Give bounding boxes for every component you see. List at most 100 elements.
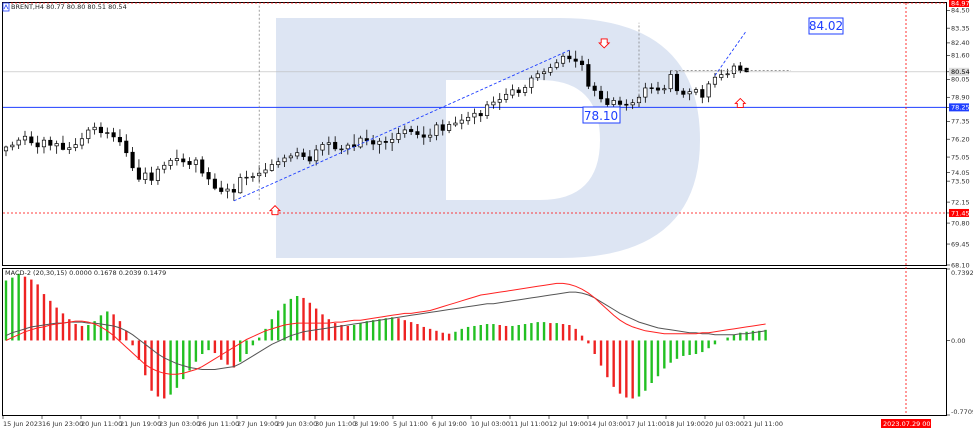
candle-body xyxy=(98,126,104,134)
price-tag: 84.97 xyxy=(951,0,970,7)
price-tag: 80.54 xyxy=(951,68,970,76)
candle-body xyxy=(655,87,661,91)
candle-body xyxy=(162,164,167,170)
candle-body xyxy=(155,168,160,181)
time-tick-label: 21 Jun 19:00 xyxy=(120,420,161,428)
price-tick-label: 70.80 xyxy=(951,219,970,227)
candle-body xyxy=(181,158,186,163)
price-tick-label: 80.05 xyxy=(951,76,970,84)
candle-body xyxy=(111,132,116,138)
candle-body xyxy=(440,124,445,131)
candle-body xyxy=(174,158,179,161)
candle-body xyxy=(168,159,173,166)
time-tick-label: 26 Jun 11:00 xyxy=(198,420,239,428)
candle-body xyxy=(16,139,21,146)
candle-body xyxy=(41,139,47,148)
candle-body xyxy=(244,176,249,179)
candle-body xyxy=(326,142,331,145)
candle-body xyxy=(130,151,135,169)
candle-body xyxy=(586,64,591,87)
candle-body xyxy=(200,159,205,174)
price-tick-label: 76.20 xyxy=(951,136,970,144)
candle-body xyxy=(282,157,287,163)
price-tick-label: 84.50 xyxy=(951,7,970,15)
macd-tick-label: -0.7709 xyxy=(951,408,973,416)
candle-body xyxy=(105,132,110,134)
candle-body xyxy=(92,126,97,131)
candle-body xyxy=(554,62,559,68)
candlestick-series xyxy=(3,50,749,201)
candle-body xyxy=(320,144,325,151)
candle-body xyxy=(459,119,464,124)
candle-body xyxy=(288,155,293,159)
candle-body xyxy=(681,90,686,95)
price-tick-label: 81.60 xyxy=(951,52,970,60)
candle-body xyxy=(497,99,502,103)
time-tick-label: 11 Jul 11:00 xyxy=(510,420,549,428)
macd-tick-label: 0.7392 xyxy=(951,269,973,277)
candle-body xyxy=(225,188,230,192)
candle-body xyxy=(67,147,72,150)
candle-body xyxy=(314,149,319,162)
candle-body xyxy=(706,83,711,98)
candle-body xyxy=(421,134,426,138)
trend-arrow-line xyxy=(233,49,570,202)
candle-body xyxy=(453,122,458,126)
candle-body xyxy=(54,143,59,147)
candle-body xyxy=(541,71,547,75)
price-tick-label: 75.05 xyxy=(951,153,970,161)
candle-body xyxy=(187,161,192,165)
candle-body xyxy=(3,146,9,152)
candle-body xyxy=(307,156,312,162)
candle-body xyxy=(611,100,616,105)
candle-body xyxy=(415,131,420,135)
price-tag: 71.45 xyxy=(951,209,970,217)
candle-body xyxy=(48,139,53,146)
candle-body xyxy=(301,152,306,157)
time-tick-label: 15 Jun 2023 xyxy=(3,420,42,428)
time-tick-label: 20 Jul 03:00 xyxy=(705,420,744,428)
candle-body xyxy=(643,87,648,98)
price-tick-label: 83.35 xyxy=(951,24,970,32)
candle-body xyxy=(10,144,15,148)
chart-shift-icon[interactable] xyxy=(2,2,10,12)
time-tick-label: 16 Jun 23:00 xyxy=(42,420,83,428)
price-axis: 84.50 83.35 82.40 81.60 80.5480.05 78.90 78.25… xyxy=(946,0,970,269)
chart-annotations xyxy=(233,5,791,216)
candle-body xyxy=(339,148,344,151)
candle-body xyxy=(231,189,236,193)
time-tick-label: 20 Jun 11:00 xyxy=(81,420,122,428)
candle-body xyxy=(371,140,376,145)
candle-body xyxy=(383,141,388,143)
candle-body xyxy=(529,77,534,88)
sell-arrow-icon xyxy=(598,38,611,49)
candle-body xyxy=(269,164,274,171)
candle-body xyxy=(478,113,483,117)
level-label-box: 78.10 xyxy=(582,106,621,124)
candle-body xyxy=(219,187,224,192)
macd-tick-label: 0.00 xyxy=(951,337,965,345)
candle-body xyxy=(504,93,509,100)
candle-body xyxy=(193,159,198,165)
symbol-header: BRENT,H4 80.77 80.80 80.51 80.54 xyxy=(11,3,127,11)
candle-body xyxy=(143,172,148,180)
buy-arrow-icon xyxy=(734,97,747,108)
candle-body xyxy=(60,142,66,150)
signal-line xyxy=(5,282,766,375)
candle-body xyxy=(358,137,363,148)
candle-body xyxy=(295,152,300,157)
macd-line xyxy=(5,291,766,370)
price-tag-bg xyxy=(949,0,969,7)
candle-body xyxy=(377,140,382,145)
time-tick-label: 14 Jul 03:00 xyxy=(588,420,627,428)
candle-body xyxy=(124,140,129,154)
time-tick-label: 3 Jul 19:00 xyxy=(354,420,389,428)
candle-body xyxy=(548,67,553,73)
candle-body xyxy=(700,89,705,98)
price-tick-label: 78.90 xyxy=(951,94,970,102)
time-tick-label: 27 Jun 19:00 xyxy=(237,420,278,428)
price-tick-label: 72.15 xyxy=(951,198,970,206)
candle-body xyxy=(738,65,743,71)
